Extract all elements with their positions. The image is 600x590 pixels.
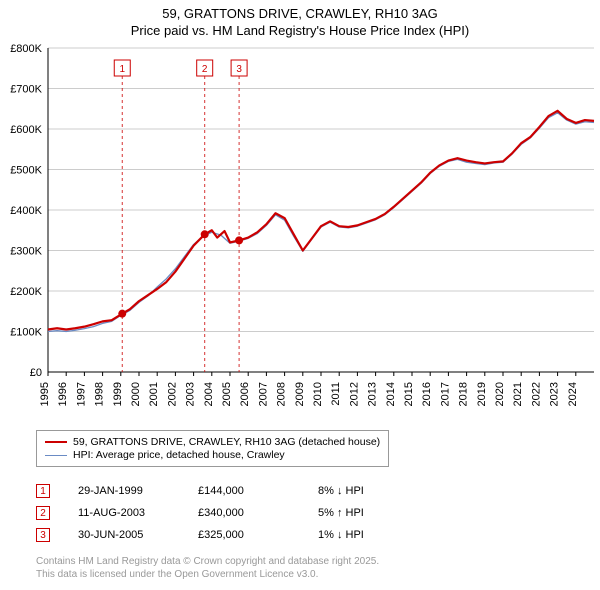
- svg-text:£300K: £300K: [10, 246, 42, 258]
- event-delta: 5% ↑ HPI: [318, 507, 364, 519]
- svg-text:2002: 2002: [166, 382, 178, 406]
- event-row: 3 30-JUN-2005£325,0001% ↓ HPI: [36, 524, 364, 546]
- svg-text:2017: 2017: [439, 382, 451, 406]
- svg-text:2012: 2012: [348, 382, 360, 406]
- event-date: 30-JUN-2005: [78, 529, 198, 541]
- event-price: £144,000: [198, 485, 318, 497]
- chart-title-block: 59, GRATTONS DRIVE, CRAWLEY, RH10 3AG Pr…: [0, 0, 600, 40]
- legend-swatch-price-paid: [45, 441, 67, 443]
- svg-text:1998: 1998: [94, 382, 106, 406]
- legend-row-hpi: HPI: Average price, detached house, Craw…: [45, 449, 380, 461]
- svg-text:2022: 2022: [530, 382, 542, 406]
- svg-text:1996: 1996: [57, 382, 69, 406]
- svg-text:3: 3: [236, 64, 242, 75]
- svg-text:2001: 2001: [148, 382, 160, 406]
- svg-text:2009: 2009: [294, 382, 306, 406]
- svg-text:2014: 2014: [385, 382, 397, 406]
- event-date: 11-AUG-2003: [78, 507, 198, 519]
- svg-text:£0: £0: [30, 367, 42, 379]
- svg-text:2024: 2024: [567, 382, 579, 406]
- event-row: 1 29-JAN-1999£144,0008% ↓ HPI: [36, 480, 364, 502]
- svg-text:£600K: £600K: [10, 124, 42, 136]
- title-line2: Price paid vs. HM Land Registry's House …: [0, 23, 600, 40]
- chart-svg: £0 £100K £200K £300K £400K £500K £600K £700K £80…: [0, 42, 600, 420]
- event-price: £325,000: [198, 529, 318, 541]
- svg-text:2021: 2021: [512, 382, 524, 406]
- svg-text:2008: 2008: [276, 382, 288, 406]
- svg-text:2004: 2004: [203, 382, 215, 406]
- event-delta: 8% ↓ HPI: [318, 485, 364, 497]
- svg-text:£100K: £100K: [10, 327, 42, 339]
- event-row: 2 11-AUG-2003£340,0005% ↑ HPI: [36, 502, 364, 524]
- footnote: Contains HM Land Registry data © Crown c…: [36, 556, 379, 581]
- svg-text:1997: 1997: [75, 382, 87, 406]
- svg-text:2016: 2016: [421, 382, 433, 406]
- svg-text:2007: 2007: [257, 382, 269, 406]
- event-marker: 1: [36, 484, 50, 498]
- event-price: £340,000: [198, 507, 318, 519]
- svg-text:2019: 2019: [476, 382, 488, 406]
- svg-text:2011: 2011: [330, 382, 342, 406]
- svg-text:2006: 2006: [239, 382, 251, 406]
- event-date: 29-JAN-1999: [78, 485, 198, 497]
- title-line1: 59, GRATTONS DRIVE, CRAWLEY, RH10 3AG: [0, 6, 600, 23]
- legend-label-price-paid: 59, GRATTONS DRIVE, CRAWLEY, RH10 3AG (d…: [73, 436, 380, 448]
- svg-text:2005: 2005: [221, 382, 233, 406]
- svg-text:2015: 2015: [403, 382, 415, 406]
- svg-text:2023: 2023: [549, 382, 561, 406]
- chart-area: £0 £100K £200K £300K £400K £500K £600K £700K £80…: [0, 42, 600, 420]
- svg-text:£800K: £800K: [10, 43, 42, 55]
- svg-text:2010: 2010: [312, 382, 324, 406]
- event-marker: 2: [36, 506, 50, 520]
- svg-text:2: 2: [202, 64, 208, 75]
- svg-text:2003: 2003: [185, 382, 197, 406]
- svg-text:1995: 1995: [39, 382, 51, 406]
- legend-label-hpi: HPI: Average price, detached house, Craw…: [73, 449, 285, 461]
- svg-text:2013: 2013: [367, 382, 379, 406]
- svg-text:2018: 2018: [458, 382, 470, 406]
- svg-text:£700K: £700K: [10, 84, 42, 96]
- legend-row-price-paid: 59, GRATTONS DRIVE, CRAWLEY, RH10 3AG (d…: [45, 436, 380, 448]
- legend-swatch-hpi: [45, 455, 67, 456]
- event-delta: 1% ↓ HPI: [318, 529, 364, 541]
- svg-text:£400K: £400K: [10, 205, 42, 217]
- svg-text:£200K: £200K: [10, 286, 42, 298]
- legend: 59, GRATTONS DRIVE, CRAWLEY, RH10 3AG (d…: [36, 430, 389, 467]
- event-marker: 3: [36, 528, 50, 542]
- footnote-line2: This data is licensed under the Open Gov…: [36, 569, 379, 582]
- svg-text:2020: 2020: [494, 382, 506, 406]
- events-table: 1 29-JAN-1999£144,0008% ↓ HPI 2 11-AUG-2003…: [36, 480, 364, 546]
- svg-text:£500K: £500K: [10, 165, 42, 177]
- svg-text:1: 1: [119, 64, 125, 75]
- svg-text:1999: 1999: [112, 382, 124, 406]
- svg-text:2000: 2000: [130, 382, 142, 406]
- footnote-line1: Contains HM Land Registry data © Crown c…: [36, 556, 379, 569]
